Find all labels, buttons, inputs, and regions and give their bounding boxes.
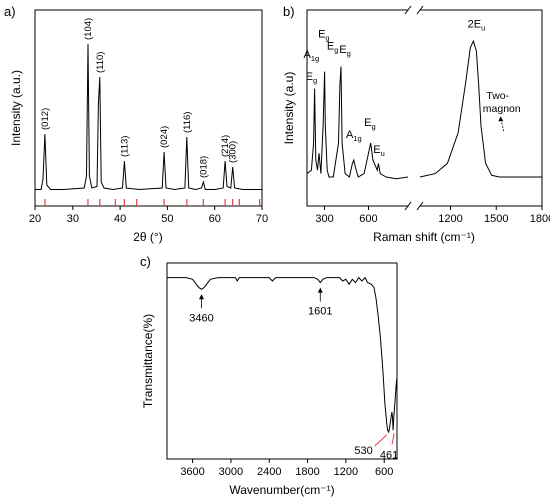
panel-b-axis-break xyxy=(404,5,424,211)
peak-label-0: (012) xyxy=(40,108,51,130)
axis-break-slash-bottom-1 xyxy=(416,201,424,211)
x-tick-label-2: 2400 xyxy=(257,466,281,478)
x-tick-label-2: 40 xyxy=(114,213,126,225)
panel-c-peak-labels: 3460 1601 530 461 xyxy=(189,287,398,461)
x-tick-label-1: 600 xyxy=(359,213,377,225)
xrd-pattern-line xyxy=(35,43,262,191)
peak-label-1: 1601 xyxy=(308,306,332,318)
axis-break-slash-top-0 xyxy=(404,5,412,15)
x-tick-label-0: 300 xyxy=(315,213,333,225)
two-magnon-arrow-head xyxy=(498,116,504,122)
x-tick-label-3: 50 xyxy=(161,213,173,225)
raman-spectrum-segment-1 xyxy=(419,39,542,178)
peak-arrow-3 xyxy=(391,433,395,445)
panel-c-xlabel: Wavenumber(cm⁻¹) xyxy=(229,483,334,497)
panel-b-label: b) xyxy=(283,4,295,19)
mode-label-7: Eu xyxy=(373,144,385,158)
panel-c-series xyxy=(167,276,398,434)
peak-label-7: (214) xyxy=(220,135,231,157)
panel-a-xlabel: 2θ (°) xyxy=(133,230,162,244)
peak-label-3: (113) xyxy=(119,136,130,157)
panel-a-ylabel: Intensity (a.u.) xyxy=(9,70,23,146)
panel-c-ylabel: Transmittance(%) xyxy=(141,314,155,408)
x-tick-label-2: 1200 xyxy=(438,213,462,225)
x-tick-label-5: 600 xyxy=(375,466,393,478)
axis-break-gap-top xyxy=(408,7,420,13)
peak-label-1: (104) xyxy=(83,18,94,40)
mode-label-2: Eg xyxy=(318,29,330,43)
mode-label-3: Eg xyxy=(327,41,339,55)
panel-c-x-ticks: 3600 3000 2400 1800 1200 600 xyxy=(180,459,393,478)
panel-b-xlabel: Raman shift (cm⁻¹) xyxy=(373,230,475,244)
ftir-spectrum-line xyxy=(167,276,398,434)
x-tick-label-4: 1200 xyxy=(334,466,358,478)
x-tick-label-4: 1800 xyxy=(530,213,550,225)
mode-label-1: Eg xyxy=(306,71,318,85)
panel-c-frame xyxy=(166,262,398,460)
two-magnon-label-line1: Two- xyxy=(486,90,509,102)
panel-b: b) Intensity (a.u) Raman shift (cm⁻¹) 30… xyxy=(282,4,550,244)
panel-a-label: a) xyxy=(4,4,16,19)
panel-a-reference-lines xyxy=(44,199,261,206)
peak-label-2: 530 xyxy=(354,445,372,457)
peak-arrow-head-1 xyxy=(317,287,323,293)
raman-spectrum-segment-0 xyxy=(306,66,409,180)
panel-c-label: c) xyxy=(140,254,151,269)
panel-a: a) Intensity (a.u.) 2θ (°) 20 30 40 50 60 70 … xyxy=(4,4,268,244)
x-tick-label-0: 3600 xyxy=(180,466,204,478)
axis-break-slash-top-1 xyxy=(416,5,424,15)
panel-a-peak-labels: (012) (104) (110) (113) (024) (116) (018) (214)… xyxy=(40,18,239,178)
peak-label-4: (024) xyxy=(159,126,170,148)
panel-b-ylabel: Intensity (a.u) xyxy=(282,72,296,145)
peak-arrow-2 xyxy=(374,434,388,447)
x-tick-label-1: 3000 xyxy=(219,466,243,478)
panel-b-frame xyxy=(306,9,543,207)
two-magnon-label-line2: magnon xyxy=(483,103,521,115)
peak-label-3: 461 xyxy=(380,449,398,461)
peak-arrow-head-0 xyxy=(199,294,204,300)
peak-label-2: (110) xyxy=(95,52,106,73)
x-tick-label-3: 1800 xyxy=(295,466,319,478)
panel-a-frame xyxy=(34,9,263,207)
peak-label-5: (116) xyxy=(182,112,193,133)
mode-label-8: 2Eu xyxy=(468,18,486,32)
panel-b-series xyxy=(306,39,542,180)
mode-label-0: A1g xyxy=(304,49,320,63)
panel-a-x-ticks: 20 30 40 50 60 70 xyxy=(29,206,268,225)
panel-b-two-magnon-note: Two- magnon xyxy=(483,90,521,132)
x-tick-label-5: 70 xyxy=(256,213,268,225)
x-tick-label-1: 30 xyxy=(67,213,79,225)
peak-label-6: (018) xyxy=(198,156,209,178)
panel-b-x-ticks: 300 600 1200 1500 1800 xyxy=(315,206,550,225)
axis-break-gap-bottom xyxy=(408,203,420,209)
peak-label-0: 3460 xyxy=(189,312,213,324)
peak-label-8: (300) xyxy=(228,141,239,163)
mode-label-6: Eg xyxy=(364,117,376,131)
panel-a-series xyxy=(35,43,262,191)
mode-label-4: Eg xyxy=(339,44,351,58)
x-tick-label-3: 1500 xyxy=(484,213,508,225)
x-tick-label-0: 20 xyxy=(29,213,41,225)
panel-c: c) Transmittance(%) Wavenumber(cm⁻¹) 360… xyxy=(140,254,398,497)
x-tick-label-4: 60 xyxy=(209,213,221,225)
mode-label-5: A1g xyxy=(346,129,362,143)
axis-break-slash-bottom-0 xyxy=(404,201,412,211)
